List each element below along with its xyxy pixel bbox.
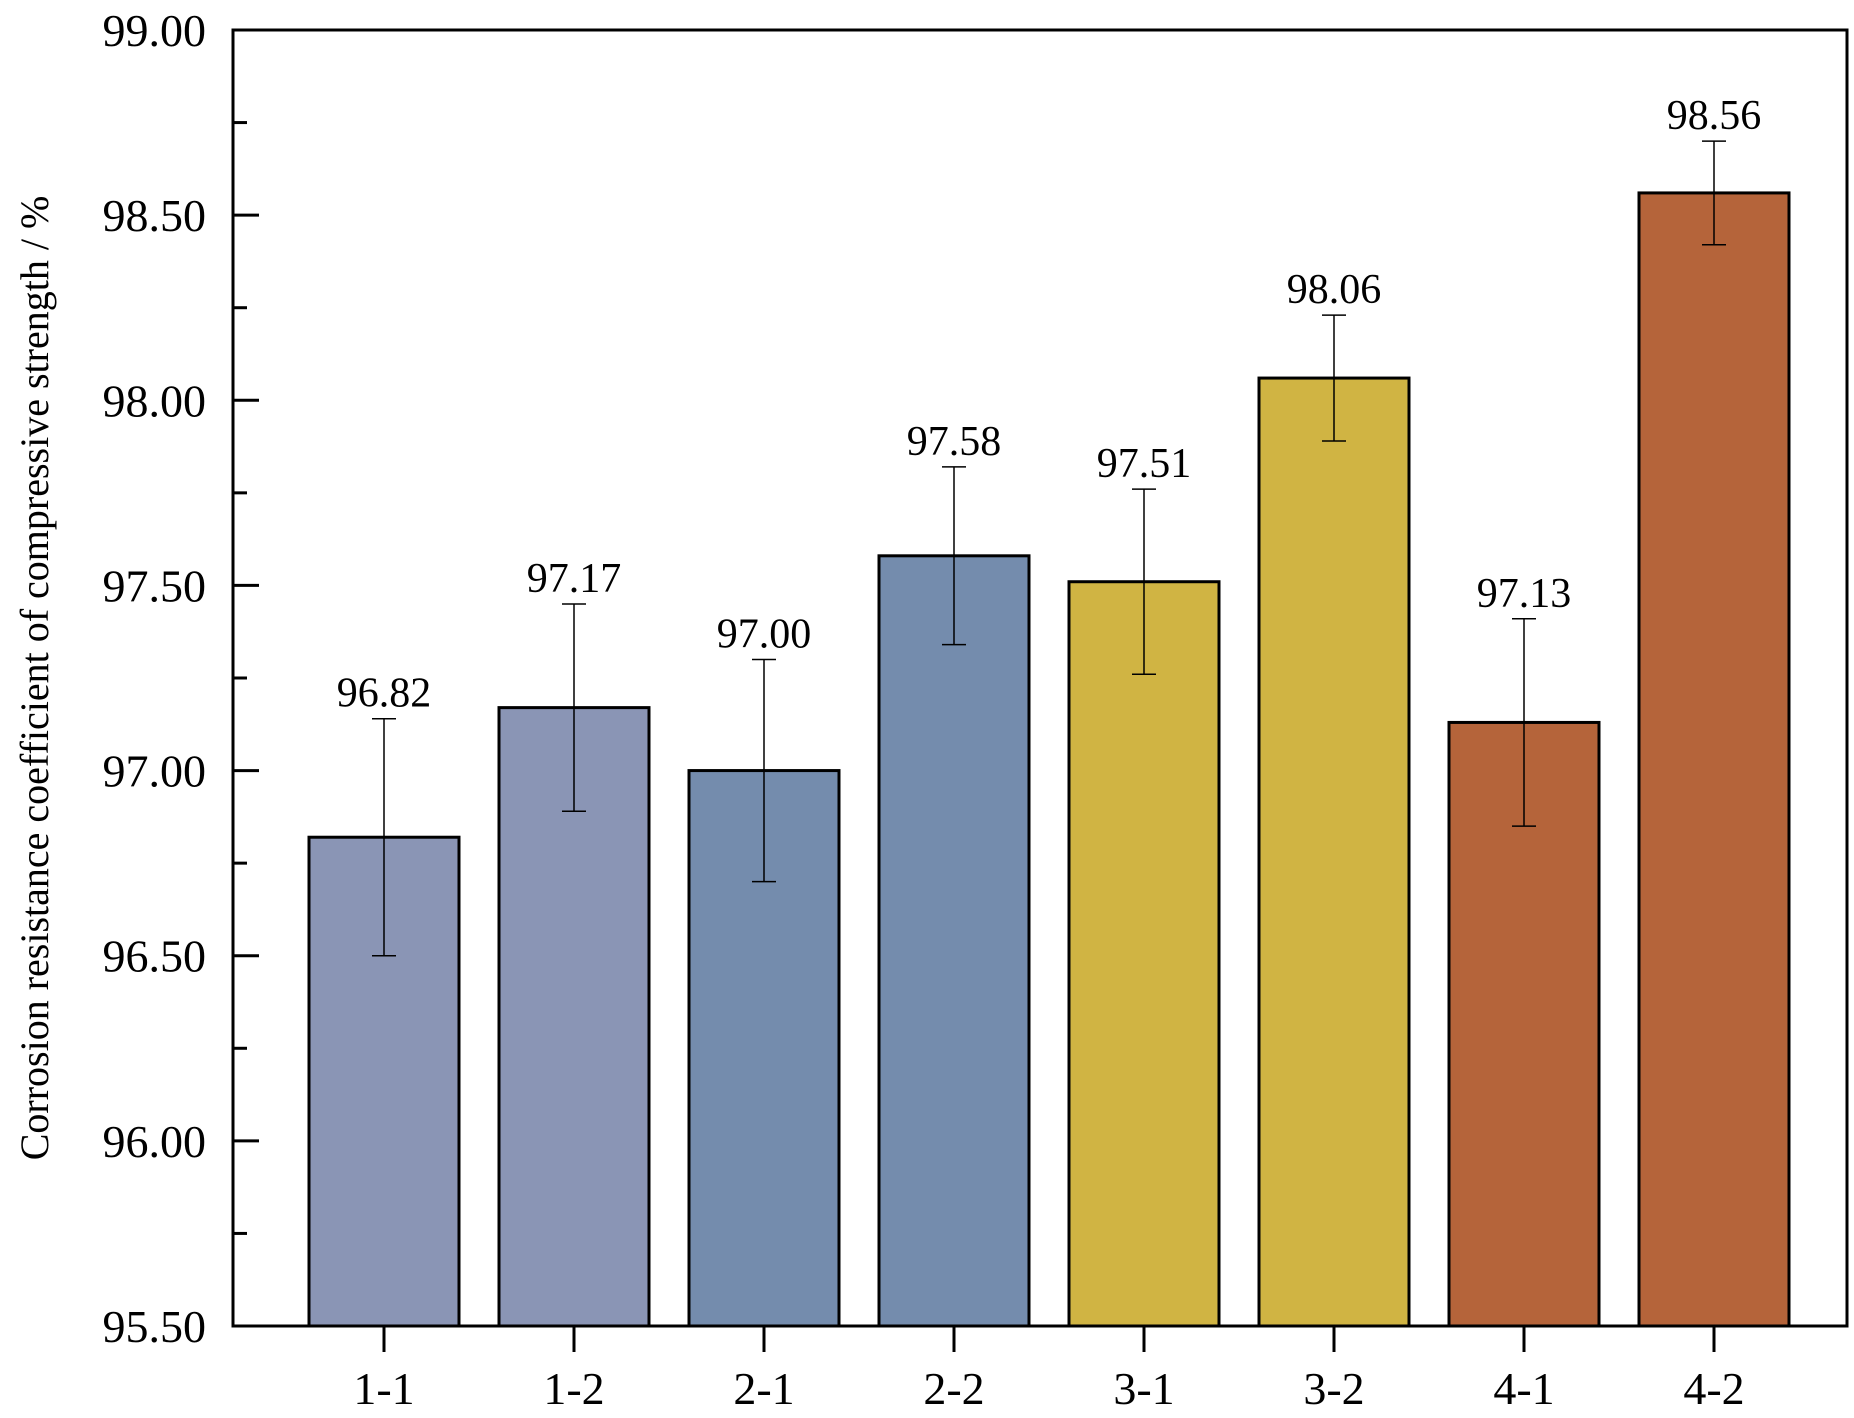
y-axis: 95.50 96.00 96.50 97.00 97.50 98.00 98.50 99.00 — [103, 5, 259, 1352]
bar-3-1 — [1067, 580, 1221, 1328]
y-tick-label-95.50: 95.50 — [103, 1301, 207, 1352]
data-label-3-1: 97.51 — [1097, 441, 1192, 487]
data-label-2-1: 97.00 — [717, 611, 812, 657]
x-tick-label-1-2: 1-2 — [543, 1363, 604, 1413]
bar-3-2 — [1257, 376, 1411, 1328]
data-label-3-2: 98.06 — [1287, 267, 1382, 313]
x-axis: 1-1 1-2 2-1 2-2 3-1 3-2 4-1 4-2 — [353, 1326, 1745, 1414]
data-label-1-1: 96.82 — [337, 671, 432, 717]
x-tick-label-4-1: 4-1 — [1493, 1363, 1554, 1413]
bars-layer — [307, 191, 1791, 1328]
plot-frame — [231, 28, 1849, 1328]
bar-2-2 — [877, 554, 1031, 1328]
x-tick-label-1-1: 1-1 — [353, 1363, 414, 1413]
y-tick-label-96.00: 96.00 — [103, 1116, 207, 1167]
y-tick-label-98.00: 98.00 — [103, 375, 207, 426]
y-tick-label-98.50: 98.50 — [103, 190, 207, 241]
x-tick-label-3-2: 3-2 — [1303, 1363, 1364, 1413]
data-label-4-2: 98.56 — [1667, 93, 1762, 139]
x-tick-label-2-2: 2-2 — [923, 1363, 984, 1413]
data-label-4-1: 97.13 — [1477, 571, 1572, 617]
y-axis-title: Corrosion resistance coefficient of comp… — [12, 196, 57, 1161]
error-bars-layer — [372, 140, 1726, 957]
y-tick-label-99.00: 99.00 — [103, 5, 207, 56]
y-tick-label-97.00: 97.00 — [103, 746, 207, 797]
bar-4-2 — [1637, 191, 1791, 1328]
y-tick-label-97.50: 97.50 — [103, 560, 207, 611]
x-tick-label-3-1: 3-1 — [1113, 1363, 1174, 1413]
data-label-2-2: 97.58 — [907, 419, 1002, 465]
y-tick-label-96.50: 96.50 — [103, 931, 207, 982]
data-label-1-2: 97.17 — [527, 556, 622, 602]
x-tick-label-4-2: 4-2 — [1683, 1363, 1744, 1413]
x-tick-label-2-1: 2-1 — [733, 1363, 794, 1413]
data-labels-layer: 96.82 97.17 97.00 97.58 97.51 98.06 97.13 98.56 — [337, 93, 1762, 717]
